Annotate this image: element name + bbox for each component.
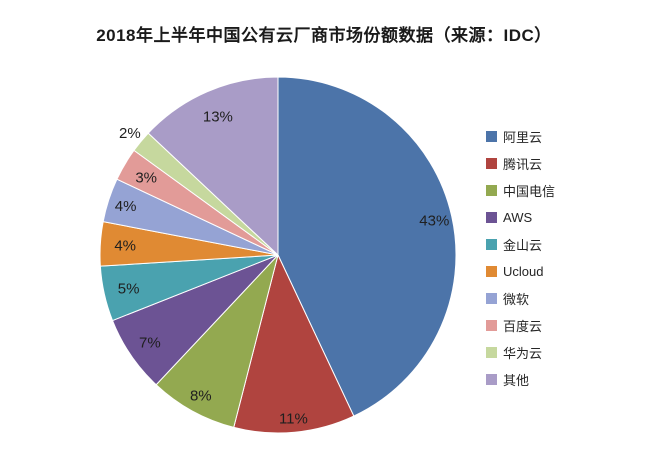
pie-data-label: 11%	[279, 410, 308, 427]
legend-item: 微软	[486, 285, 555, 312]
legend-swatch-icon	[486, 320, 497, 331]
legend-swatch-icon	[486, 131, 497, 142]
pie-data-label: 4%	[115, 198, 137, 215]
legend-item: Ucloud	[486, 258, 555, 285]
legend-swatch-icon	[486, 266, 497, 277]
pie-data-label: 7%	[139, 334, 161, 351]
pie-slice	[155, 254, 279, 428]
legend-label: AWS	[503, 210, 533, 225]
pie-data-label: 8%	[190, 388, 212, 405]
legend-item: 华为云	[486, 339, 555, 366]
legend-label: 阿里云	[503, 130, 543, 145]
legend-item: AWS	[486, 204, 555, 231]
pie-data-label: 43%	[419, 212, 449, 229]
pie-slice	[277, 76, 457, 417]
legend-label: 华为云	[503, 346, 543, 361]
legend-item: 中国电信	[486, 177, 555, 204]
legend-item: 金山云	[486, 231, 555, 258]
pie-slice	[233, 254, 355, 434]
pie-slices-group	[99, 76, 457, 434]
legend-item: 百度云	[486, 312, 555, 339]
legend-label: 腾讯云	[503, 157, 543, 172]
legend-swatch-icon	[486, 293, 497, 304]
pie-data-label: 3%	[135, 169, 157, 186]
legend-swatch-icon	[486, 185, 497, 196]
legend-swatch-icon	[486, 239, 497, 250]
pie-data-labels-group: 43% 11% 8% 7% 5% 4% 4% 3% 2% 13%	[114, 108, 449, 427]
legend-label: 金山云	[503, 238, 543, 253]
chart-title: 2018年上半年中国公有云厂商市场份额数据（来源：IDC）	[96, 26, 552, 45]
legend-label: 其他	[503, 373, 530, 388]
pie-data-label: 5%	[118, 281, 140, 298]
pie-slice	[147, 76, 279, 256]
pie-data-label: 4%	[114, 238, 136, 255]
legend-swatch-icon	[486, 374, 497, 385]
legend-label: 中国电信	[503, 184, 556, 199]
legend-swatch-icon	[486, 347, 497, 358]
legend-label: 百度云	[503, 319, 543, 334]
pie-data-label: 13%	[203, 108, 233, 125]
legend-item: 其他	[486, 366, 555, 393]
pie-data-label: 2%	[119, 125, 141, 142]
legend-label: 微软	[503, 292, 530, 307]
legend-label: Ucloud	[503, 264, 544, 279]
legend-item: 腾讯云	[486, 150, 555, 177]
chart-legend: 阿里云 腾讯云 中国电信 AWS 金山云 Ucloud 微软	[486, 123, 555, 393]
legend-swatch-icon	[486, 158, 497, 169]
legend-item: 阿里云	[486, 123, 555, 150]
legend-swatch-icon	[486, 212, 497, 223]
